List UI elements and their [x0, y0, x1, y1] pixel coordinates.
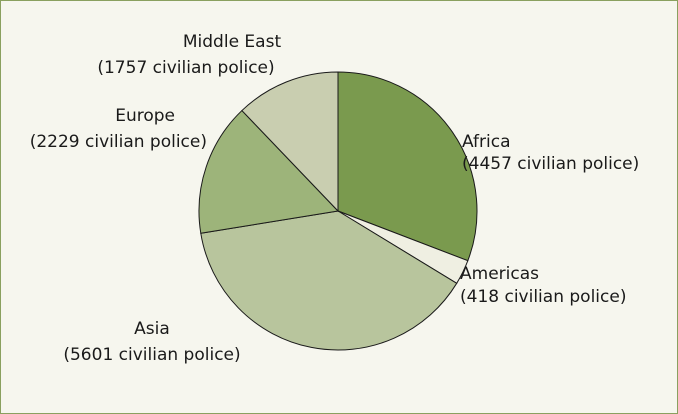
- slice-value-americas: (418 civilian police): [460, 287, 626, 307]
- pie-slices: [198, 71, 478, 351]
- pie-slice-africa: [337, 71, 478, 262]
- slice-label-europe: Europe: [115, 106, 175, 126]
- slice-label-americas: Americas: [460, 264, 539, 284]
- pie-slice-asia: [200, 210, 458, 351]
- slice-label-asia: Asia: [134, 319, 170, 339]
- pie-slice-middle-east: [241, 71, 339, 213]
- slice-label-africa: Africa: [462, 132, 511, 152]
- slice-label-middle-east: Middle East: [183, 32, 282, 52]
- slice-value-asia: (5601 civilian police): [63, 345, 240, 365]
- slice-value-middle-east: (1757 civilian police): [97, 58, 274, 78]
- slice-value-europe: (2229 civilian police): [30, 132, 207, 152]
- slice-value-africa: (4457 civilian police): [462, 154, 639, 174]
- pie-slice-europe: [198, 109, 340, 234]
